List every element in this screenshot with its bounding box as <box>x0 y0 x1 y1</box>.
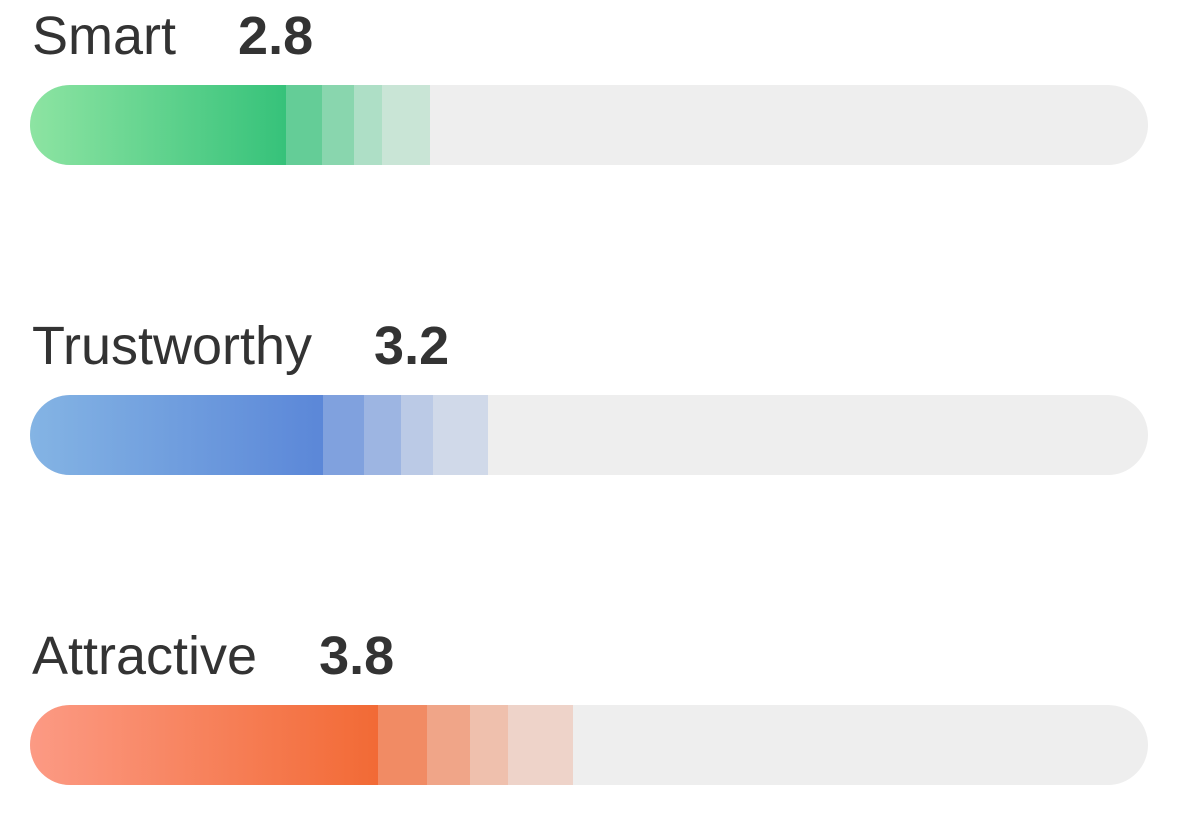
bar-solid <box>30 705 378 785</box>
rating-label: Trustworthy <box>32 316 313 376</box>
bar-fade <box>354 85 383 165</box>
bar-fade <box>322 85 355 165</box>
bar-fade <box>364 395 401 475</box>
rating-header: Trustworthy 3.2 <box>32 311 449 381</box>
bar-fade <box>470 705 509 785</box>
rating-header: Attractive 3.8 <box>32 621 394 691</box>
bar-solid <box>30 85 287 165</box>
bar-fade <box>400 395 433 475</box>
rating-label: Smart <box>32 6 177 66</box>
bar-fade <box>322 395 365 475</box>
bar-fade <box>508 705 574 785</box>
bar-fade <box>432 395 488 475</box>
bar-fade <box>377 705 427 785</box>
rating-bar <box>30 395 488 475</box>
bar-fade <box>426 705 471 785</box>
rating-track <box>30 85 1148 165</box>
rating-value: 2.8 <box>238 6 314 66</box>
rating-label: Attractive <box>32 626 258 686</box>
rating-track <box>30 395 1148 475</box>
bar-fade <box>286 85 323 165</box>
rating-value: 3.2 <box>374 316 450 376</box>
rating-row: Trustworthy 3.2 <box>30 311 1148 481</box>
rating-bar <box>30 705 574 785</box>
rating-track <box>30 705 1148 785</box>
rating-row: Attractive 3.8 <box>30 621 1148 791</box>
bar-fade <box>382 85 431 165</box>
rating-header: Smart 2.8 <box>32 1 313 71</box>
rating-value: 3.8 <box>319 626 395 686</box>
rating-row: Smart 2.8 <box>30 1 1148 171</box>
rating-bar <box>30 85 431 165</box>
bar-solid <box>30 395 323 475</box>
